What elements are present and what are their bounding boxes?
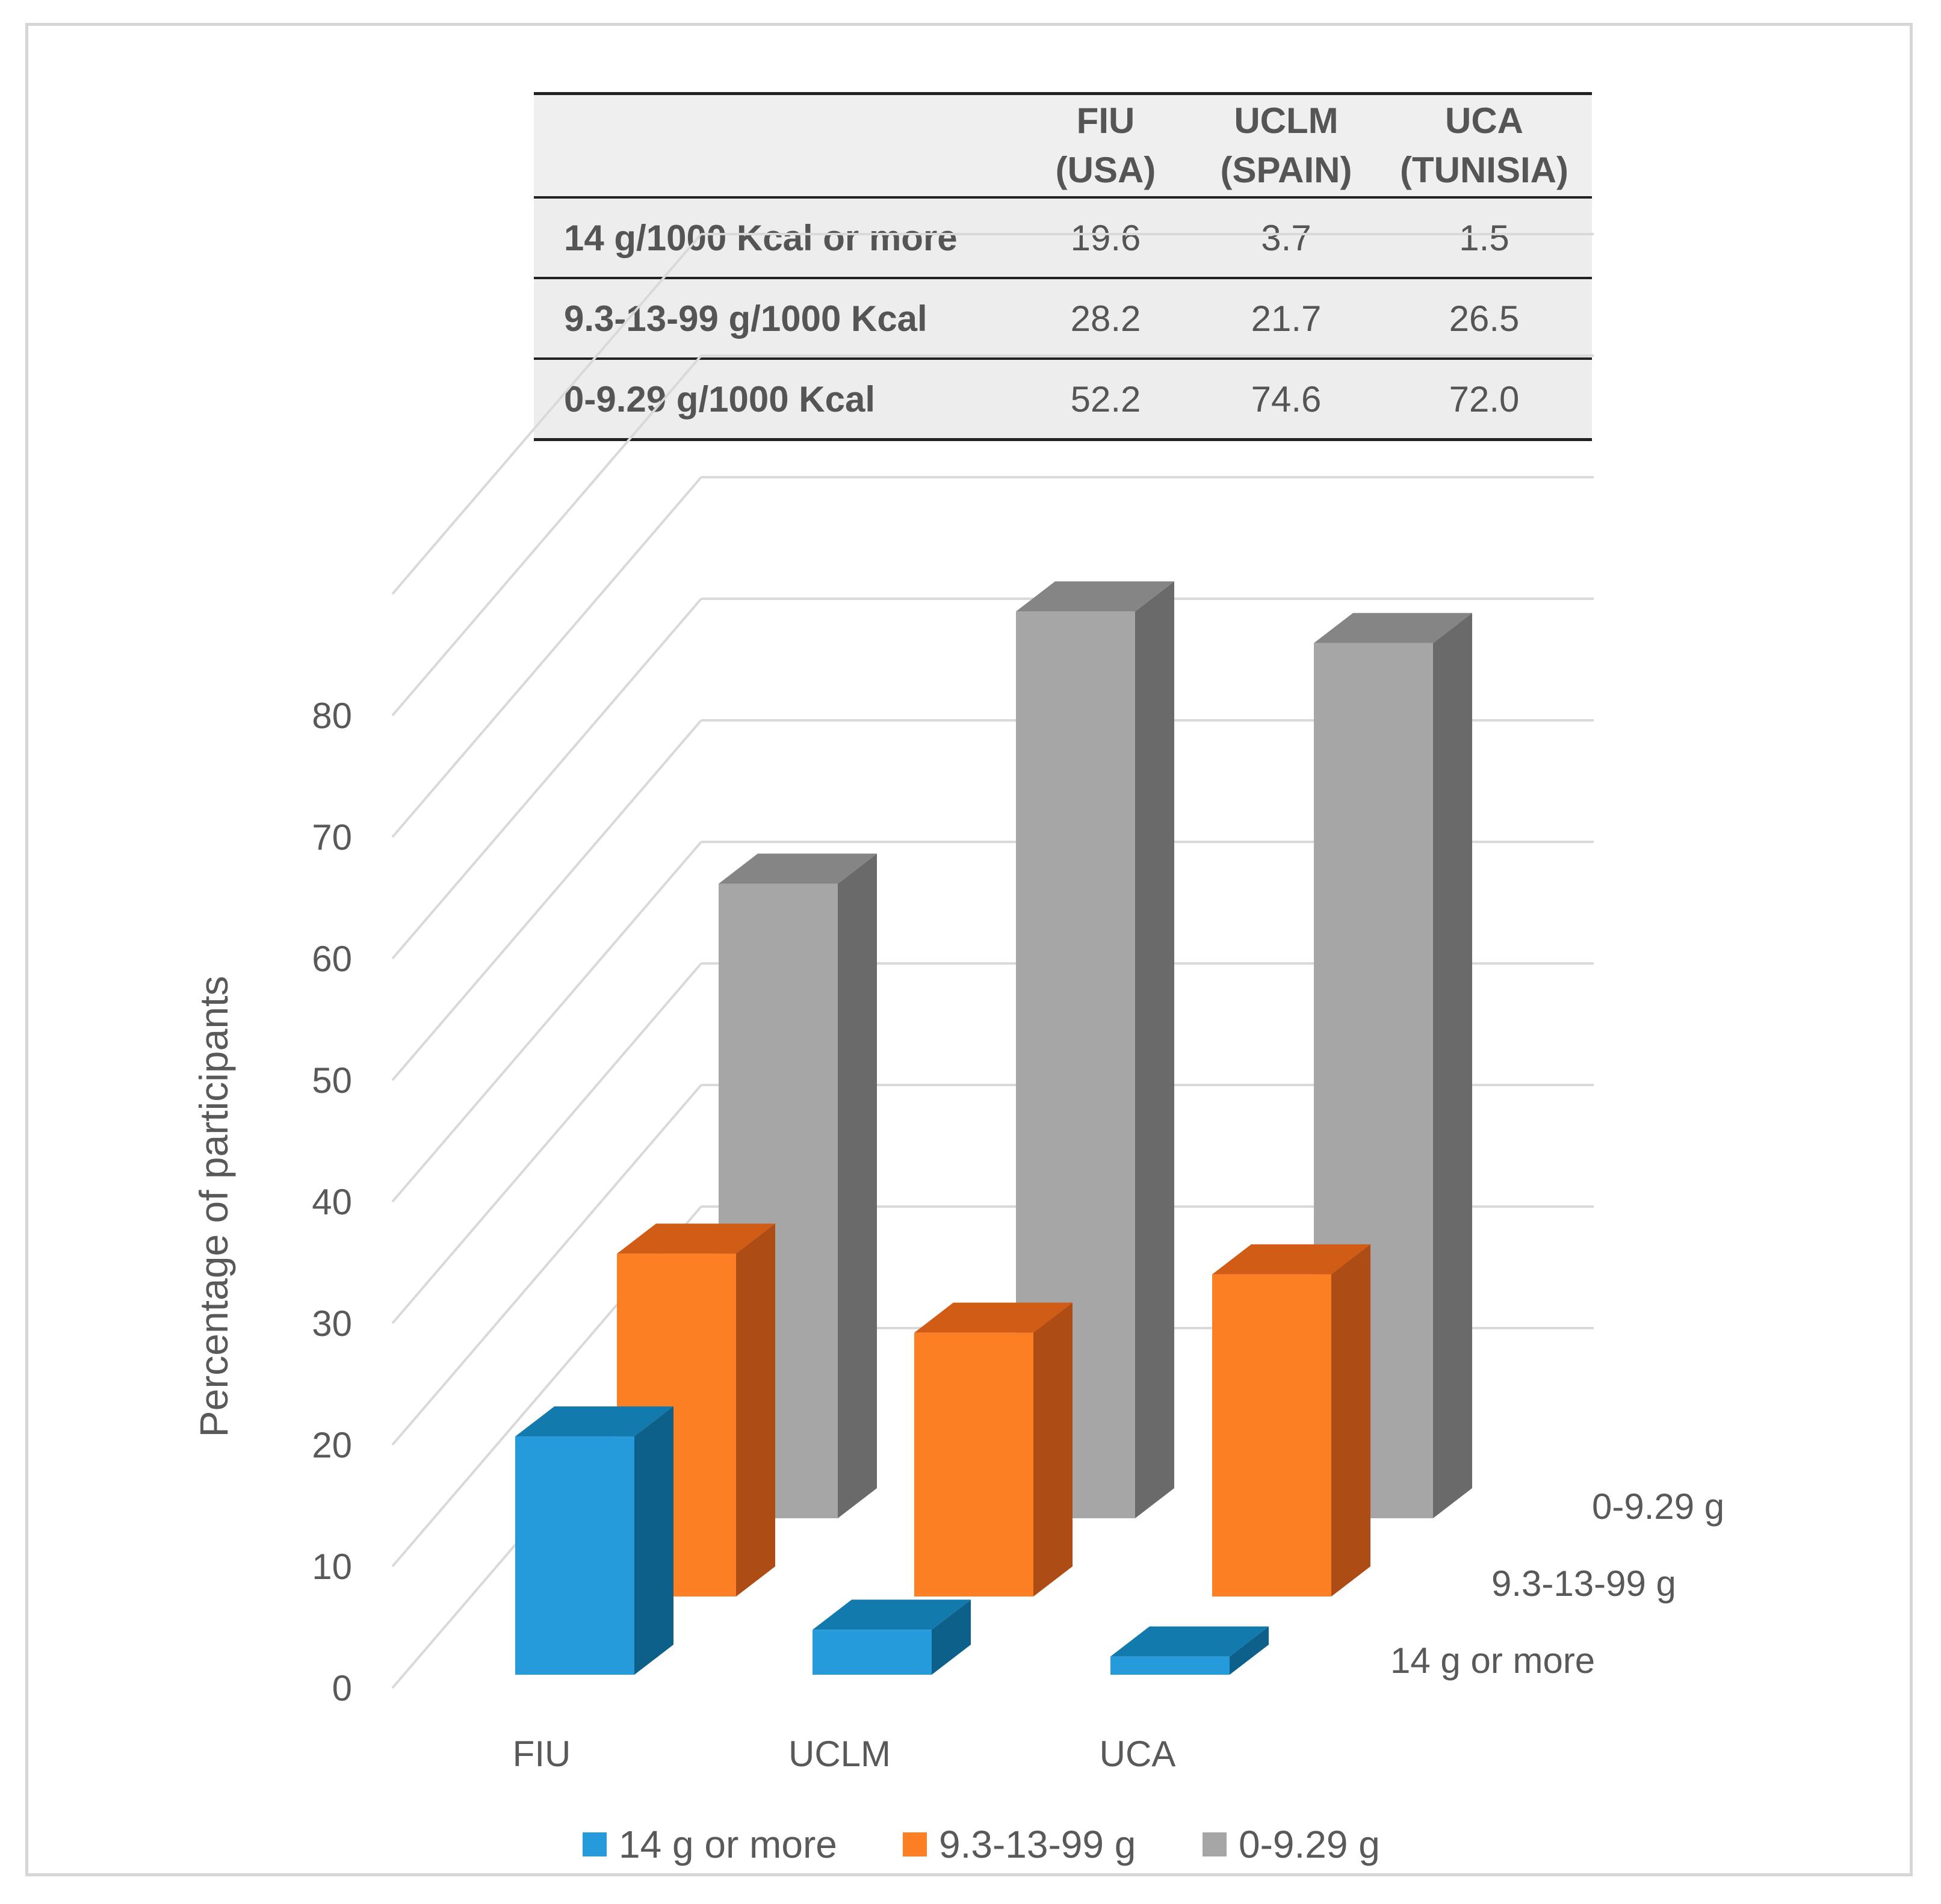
gridline-side — [391, 719, 702, 1081]
y-tick-label: 60 — [312, 939, 352, 979]
table-row: 14 g/1000 Kcal or more 19.6 3.7 1.5 — [534, 196, 1592, 278]
category-label: FIU — [513, 1734, 571, 1774]
gridline-side — [391, 962, 702, 1324]
legend-swatch — [1203, 1832, 1227, 1856]
bar-side — [1135, 581, 1174, 1518]
depth-label: 9.3-13-99 g — [1491, 1563, 1676, 1604]
row-label: 9.3-13-99 g/1000 Kcal — [534, 277, 1015, 359]
bar-uca-1 — [1212, 1244, 1370, 1596]
bar-top — [719, 853, 877, 884]
table-row: 0-9.29 g/1000 Kcal 52.2 74.6 72.0 — [534, 357, 1592, 440]
y-tick-label: 80 — [312, 696, 352, 736]
bar-side — [1433, 613, 1472, 1518]
bar-top — [914, 1302, 1073, 1333]
table-cell: 21.7 — [1196, 277, 1376, 359]
bar-top — [1212, 1244, 1370, 1275]
bar-uclm-2 — [1016, 581, 1174, 1518]
gridline-side — [391, 841, 702, 1203]
bar-uclm-0 — [813, 1600, 971, 1675]
bars — [515, 581, 1472, 1675]
table-cell: 19.6 — [1015, 196, 1196, 278]
table-cell: 1.5 — [1376, 196, 1592, 278]
legend: 14 g or more 9.3-13-99 g 0-9.29 g — [583, 1823, 1380, 1866]
category-labels: FIU UCLM UCA — [513, 1734, 1176, 1774]
depth-axis-labels: 14 g or more 9.3-13-99 g 0-9.29 g — [1390, 1486, 1724, 1681]
bar-top — [813, 1600, 971, 1630]
legend-label: 0-9.29 g — [1239, 1823, 1380, 1866]
bar-side — [1230, 1626, 1269, 1675]
y-tick-label: 30 — [312, 1303, 352, 1344]
table-header-fiu: FIU (USA) — [1055, 100, 1156, 190]
table-cell: 52.2 — [1015, 357, 1196, 440]
bar-fiu-0 — [515, 1406, 673, 1675]
depth-label: 0-9.29 g — [1592, 1486, 1724, 1527]
table-cell: 28.2 — [1015, 277, 1196, 359]
row-label: 0-9.29 g/1000 Kcal — [534, 357, 1015, 440]
legend-label: 14 g or more — [619, 1823, 837, 1866]
table-cell: 3.7 — [1196, 196, 1376, 278]
table-header-uclm: UCLM (SPAIN) — [1220, 100, 1352, 190]
y-tick-label: 10 — [312, 1547, 352, 1587]
category-label: UCLM — [788, 1734, 891, 1774]
bar-side — [838, 853, 877, 1518]
bar-front — [1212, 1274, 1331, 1596]
table-cell: 26.5 — [1376, 277, 1592, 359]
bar-front — [914, 1332, 1033, 1596]
bar-top — [515, 1406, 673, 1437]
gridline-side — [391, 354, 702, 717]
legend-swatch — [903, 1832, 927, 1856]
table-cell: 74.6 — [1196, 357, 1376, 440]
table-row: 9.3-13-99 g/1000 Kcal 28.2 21.7 26.5 — [534, 277, 1592, 359]
gridline-side — [391, 1084, 702, 1446]
bar-uca-0 — [1110, 1626, 1269, 1675]
bar-side — [1331, 1244, 1370, 1596]
bar-side — [736, 1223, 775, 1596]
gridline-side — [391, 476, 702, 838]
bar-fiu-2 — [719, 853, 877, 1518]
y-tick-label: 40 — [312, 1182, 352, 1222]
row-label: 14 g/1000 Kcal or more — [534, 196, 1015, 278]
bar-top — [1110, 1626, 1269, 1657]
bar-top — [617, 1223, 775, 1254]
y-axis-ticks: 0 10 20 30 40 50 60 70 80 — [312, 696, 352, 1708]
bar-side — [932, 1600, 971, 1675]
bar-front — [1110, 1656, 1230, 1675]
table-header-row: FIU (USA) UCLM (SPAIN) UCA (TUNISIA) — [534, 93, 1592, 197]
y-tick-label: 0 — [332, 1668, 352, 1708]
bar-top — [1016, 581, 1174, 612]
bar-top — [1314, 613, 1472, 643]
bar-side — [634, 1406, 673, 1675]
table-header-uca: UCA (TUNISIA) — [1400, 100, 1568, 190]
table-cell: 72.0 — [1376, 357, 1592, 440]
gridline-side — [391, 598, 702, 960]
bar-front — [813, 1630, 932, 1675]
y-tick-label: 50 — [312, 1060, 352, 1101]
bar-uclm-1 — [914, 1302, 1073, 1596]
bar-side — [1033, 1302, 1073, 1596]
legend-label: 9.3-13-99 g — [939, 1823, 1136, 1866]
category-label: UCA — [1100, 1734, 1176, 1774]
legend-swatch — [583, 1832, 607, 1856]
depth-label: 14 g or more — [1390, 1640, 1595, 1681]
y-axis-title: Percentage of participants — [191, 976, 236, 1438]
gridline-side — [391, 233, 702, 595]
y-tick-label: 70 — [312, 817, 352, 858]
data-table: FIU (USA) UCLM (SPAIN) UCA (TUNISIA) 14 g/1… — [534, 92, 1592, 441]
bar-front — [515, 1436, 634, 1675]
y-tick-label: 20 — [312, 1425, 352, 1465]
